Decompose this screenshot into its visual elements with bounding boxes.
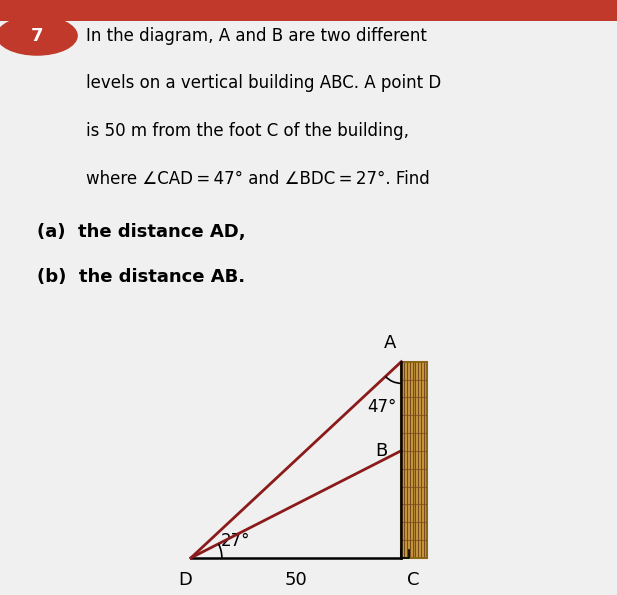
- Text: A: A: [384, 334, 397, 352]
- Text: 7: 7: [31, 27, 43, 45]
- Text: In the diagram, A and B are two different: In the diagram, A and B are two differen…: [86, 27, 427, 45]
- Text: (b)  the distance AB.: (b) the distance AB.: [37, 268, 245, 286]
- Text: 50: 50: [285, 571, 307, 588]
- Text: B: B: [375, 441, 387, 460]
- Text: is 50 m from the foot C of the building,: is 50 m from the foot C of the building,: [86, 122, 410, 140]
- Text: where ∠CAD = 47° and ∠BDC = 27°. Find: where ∠CAD = 47° and ∠BDC = 27°. Find: [86, 170, 430, 187]
- Bar: [0, 0, 617, 21]
- Text: C: C: [407, 571, 420, 588]
- Circle shape: [0, 17, 77, 55]
- Text: levels on a vertical building ABC. A point D: levels on a vertical building ABC. A poi…: [86, 74, 442, 92]
- Text: 47°: 47°: [367, 398, 396, 416]
- Bar: [401, 362, 426, 558]
- Text: (a)  the distance AD,: (a) the distance AD,: [37, 223, 246, 241]
- Text: D: D: [178, 571, 192, 588]
- Text: 27°: 27°: [221, 532, 251, 550]
